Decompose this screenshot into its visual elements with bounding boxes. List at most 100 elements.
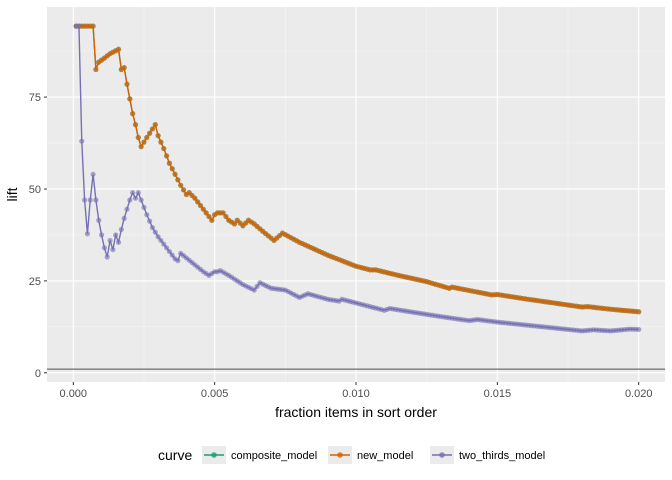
data-point [135, 134, 141, 141]
data-point [147, 218, 153, 224]
data-point [76, 23, 82, 29]
y-axis-ticks: 0 25 50 75 [29, 92, 47, 380]
x-axis-title: fraction items in sort order [275, 404, 437, 420]
data-point [79, 138, 85, 144]
data-point [166, 160, 173, 166]
legend-key-point [439, 452, 445, 458]
data-point [158, 139, 164, 145]
data-point [144, 212, 150, 218]
data-point [197, 202, 204, 209]
data-point [147, 130, 153, 136]
data-point [155, 234, 161, 240]
series-two-thirds-model [73, 23, 642, 334]
data-point [127, 96, 133, 102]
data-point [149, 126, 156, 132]
data-point [110, 247, 116, 253]
legend-label: composite_model [231, 450, 317, 462]
data-point [93, 197, 99, 203]
series-new-model [73, 23, 642, 315]
data-point [206, 213, 212, 220]
major-gridlines [47, 7, 665, 382]
data-point [200, 206, 206, 212]
data-point [169, 166, 175, 172]
data-point [152, 229, 158, 235]
data-point [192, 195, 198, 201]
data-point [169, 252, 175, 258]
data-point [118, 226, 124, 233]
data-point [121, 65, 127, 71]
x-tick-label: 0.010 [342, 388, 370, 400]
data-point [172, 171, 178, 177]
data-point [175, 177, 181, 183]
data-point [115, 239, 122, 245]
data-point [130, 111, 136, 117]
data-point [152, 122, 158, 128]
data-point [223, 213, 229, 220]
data-point [93, 66, 99, 73]
legend-label: new_model [357, 450, 413, 462]
data-point [90, 171, 96, 177]
data-point [163, 245, 170, 251]
x-tick-label: 0.015 [484, 388, 512, 400]
data-point [107, 237, 113, 244]
data-point [124, 81, 130, 87]
data-point [161, 145, 167, 152]
x-tick-label: 0.000 [60, 388, 88, 400]
legend-item-composite-model: composite_model [202, 446, 317, 464]
x-tick-label: 0.020 [625, 388, 653, 400]
data-point [138, 144, 144, 150]
legend-item-new-model: new_model [328, 446, 413, 464]
data-point [636, 309, 642, 315]
data-point [132, 122, 139, 128]
legend-label: two_thirds_model [459, 450, 545, 462]
series-layer [73, 23, 642, 334]
data-point [101, 245, 107, 251]
data-point [113, 232, 119, 238]
legend-item-two-thirds-model: two_thirds_model [430, 446, 545, 464]
data-point [251, 287, 257, 293]
data-point [203, 210, 209, 216]
data-point [166, 248, 173, 255]
y-tick-label: 50 [29, 184, 41, 196]
legend: curve composite_model new_model two_thirds… [158, 446, 545, 464]
x-tick-label: 0.005 [201, 388, 229, 400]
data-point [130, 190, 136, 196]
data-point [254, 283, 260, 290]
data-point [104, 254, 110, 260]
legend-key-point [337, 452, 343, 458]
data-point [180, 187, 187, 193]
data-point [121, 215, 127, 221]
y-axis-title: lift [4, 187, 20, 201]
legend-title: curve [158, 447, 192, 463]
data-point [175, 258, 181, 264]
data-point [98, 232, 105, 238]
data-point [87, 197, 93, 203]
data-point [141, 204, 147, 210]
data-point [178, 182, 184, 188]
data-point [115, 46, 122, 52]
data-point [220, 210, 226, 216]
data-point [138, 197, 144, 203]
data-point [144, 134, 150, 141]
data-point [135, 190, 141, 196]
data-point [127, 197, 133, 203]
data-point [209, 217, 215, 223]
data-point [141, 139, 147, 145]
data-point [84, 231, 91, 237]
y-tick-label: 25 [29, 276, 41, 288]
data-point [82, 197, 88, 203]
x-axis-ticks: 0.000 0.005 0.010 0.015 0.020 [60, 382, 653, 400]
data-point [90, 23, 96, 29]
data-point [161, 241, 167, 247]
y-tick-label: 75 [29, 92, 41, 104]
data-point [195, 199, 201, 205]
data-point [155, 133, 161, 139]
data-point [132, 195, 139, 201]
legend-key-point [211, 452, 217, 458]
data-point [163, 153, 170, 159]
data-point [149, 224, 156, 231]
data-point [96, 217, 102, 223]
data-point [158, 237, 164, 244]
data-point [231, 221, 238, 227]
